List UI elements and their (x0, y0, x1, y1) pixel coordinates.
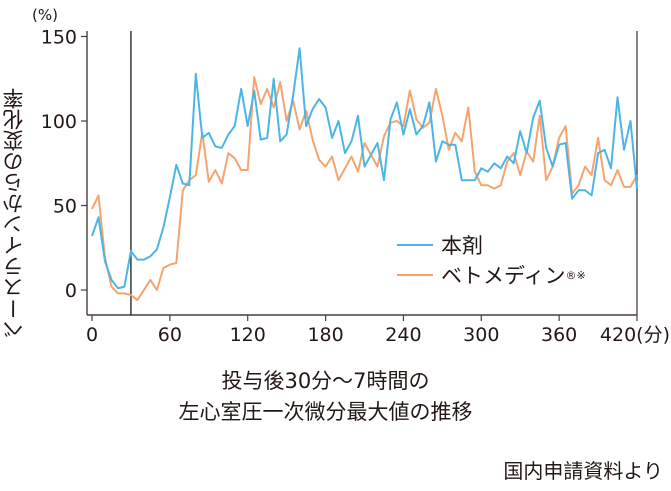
source-note: 国内申請資料より (503, 459, 663, 483)
y-tick-label: 50 (53, 196, 77, 218)
legend-label: ベトメディン (441, 264, 566, 288)
y-tick-label: 0 (65, 280, 77, 302)
legend-item-honzai: 本剤 (397, 230, 586, 260)
x-tick-label: 120 (230, 324, 266, 346)
x-tick-label: 360 (541, 324, 577, 346)
caption-line-2: 左心室圧一次微分最大値の推移 (178, 400, 473, 424)
legend-superscript: ®※ (565, 268, 586, 282)
legend-swatch-blue (397, 243, 433, 247)
x-tick-label: 300 (463, 324, 499, 346)
legend-label: 本剤 (441, 234, 483, 258)
chart-axes: 0 50 100 150 0 60 120 180 240 300 360 420(分) (41, 27, 670, 347)
series-line-honzai (91, 47, 638, 290)
y-tick-label: 150 (41, 27, 77, 49)
legend-item-vetmedin: ベトメディン ®※ (397, 260, 586, 290)
chart-legend: 本剤 ベトメディン ®※ (397, 230, 586, 290)
chart-series (91, 47, 638, 302)
y-axis-title: ベースラインからの変化率 (2, 88, 26, 340)
line-chart: 0 50 100 150 0 60 120 180 240 300 360 420(分) (41, 27, 670, 347)
x-tick-label: 60 (158, 324, 182, 346)
series-line-vetmedin (91, 76, 638, 302)
x-tick-label: 240 (385, 324, 421, 346)
y-axis-unit: (%) (32, 6, 58, 24)
legend-swatch-orange (397, 273, 433, 277)
caption-line-1: 投与後30分〜7時間の (221, 369, 430, 393)
x-tick-label: 420(分) (600, 324, 670, 346)
x-tick-label: 180 (307, 324, 343, 346)
y-tick-label: 100 (41, 111, 77, 133)
x-tick-label: 0 (86, 324, 98, 346)
